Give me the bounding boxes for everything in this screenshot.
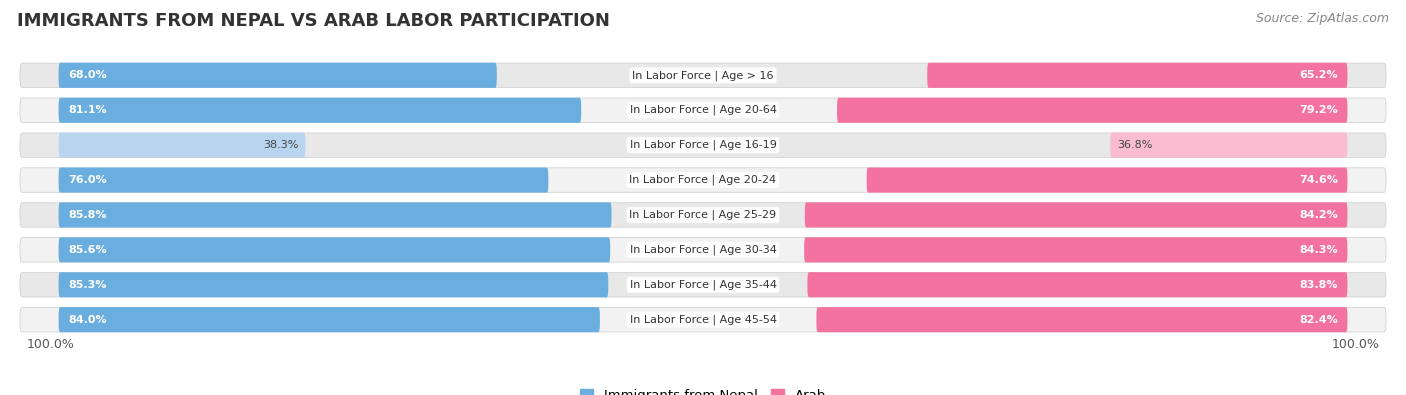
Text: In Labor Force | Age 16-19: In Labor Force | Age 16-19 bbox=[630, 140, 776, 150]
FancyBboxPatch shape bbox=[59, 63, 496, 88]
FancyBboxPatch shape bbox=[20, 238, 1386, 262]
FancyBboxPatch shape bbox=[837, 98, 1347, 123]
Text: 38.3%: 38.3% bbox=[263, 140, 299, 150]
Text: 85.3%: 85.3% bbox=[69, 280, 107, 290]
Text: 85.8%: 85.8% bbox=[69, 210, 107, 220]
Text: 76.0%: 76.0% bbox=[69, 175, 107, 185]
Text: In Labor Force | Age 35-44: In Labor Force | Age 35-44 bbox=[630, 280, 776, 290]
Text: 84.0%: 84.0% bbox=[69, 315, 107, 325]
Text: 68.0%: 68.0% bbox=[69, 70, 107, 80]
Text: 79.2%: 79.2% bbox=[1299, 105, 1337, 115]
FancyBboxPatch shape bbox=[59, 202, 612, 228]
Text: In Labor Force | Age > 16: In Labor Force | Age > 16 bbox=[633, 70, 773, 81]
FancyBboxPatch shape bbox=[59, 272, 609, 297]
FancyBboxPatch shape bbox=[20, 133, 1386, 157]
Text: In Labor Force | Age 25-29: In Labor Force | Age 25-29 bbox=[630, 210, 776, 220]
Text: In Labor Force | Age 20-24: In Labor Force | Age 20-24 bbox=[630, 175, 776, 185]
Text: 65.2%: 65.2% bbox=[1299, 70, 1337, 80]
FancyBboxPatch shape bbox=[804, 202, 1347, 228]
Text: 84.3%: 84.3% bbox=[1299, 245, 1337, 255]
Text: Source: ZipAtlas.com: Source: ZipAtlas.com bbox=[1256, 12, 1389, 25]
Text: 83.8%: 83.8% bbox=[1299, 280, 1337, 290]
Text: 74.6%: 74.6% bbox=[1299, 175, 1337, 185]
FancyBboxPatch shape bbox=[20, 98, 1386, 122]
Text: 82.4%: 82.4% bbox=[1299, 315, 1337, 325]
Text: 100.0%: 100.0% bbox=[1331, 338, 1379, 351]
FancyBboxPatch shape bbox=[20, 273, 1386, 297]
FancyBboxPatch shape bbox=[866, 167, 1347, 193]
Text: 100.0%: 100.0% bbox=[27, 338, 75, 351]
Text: In Labor Force | Age 45-54: In Labor Force | Age 45-54 bbox=[630, 314, 776, 325]
Text: 85.6%: 85.6% bbox=[69, 245, 107, 255]
FancyBboxPatch shape bbox=[59, 307, 600, 332]
Legend: Immigrants from Nepal, Arab: Immigrants from Nepal, Arab bbox=[575, 384, 831, 395]
FancyBboxPatch shape bbox=[1111, 133, 1347, 158]
Text: In Labor Force | Age 30-34: In Labor Force | Age 30-34 bbox=[630, 245, 776, 255]
FancyBboxPatch shape bbox=[20, 63, 1386, 88]
FancyBboxPatch shape bbox=[20, 203, 1386, 227]
Text: 81.1%: 81.1% bbox=[69, 105, 107, 115]
FancyBboxPatch shape bbox=[928, 63, 1347, 88]
Text: IMMIGRANTS FROM NEPAL VS ARAB LABOR PARTICIPATION: IMMIGRANTS FROM NEPAL VS ARAB LABOR PART… bbox=[17, 12, 610, 30]
FancyBboxPatch shape bbox=[59, 98, 581, 123]
FancyBboxPatch shape bbox=[20, 307, 1386, 332]
FancyBboxPatch shape bbox=[59, 133, 305, 158]
FancyBboxPatch shape bbox=[804, 237, 1347, 262]
Text: In Labor Force | Age 20-64: In Labor Force | Age 20-64 bbox=[630, 105, 776, 115]
FancyBboxPatch shape bbox=[817, 307, 1347, 332]
Text: 84.2%: 84.2% bbox=[1299, 210, 1337, 220]
Text: 36.8%: 36.8% bbox=[1116, 140, 1152, 150]
FancyBboxPatch shape bbox=[807, 272, 1347, 297]
FancyBboxPatch shape bbox=[59, 237, 610, 262]
FancyBboxPatch shape bbox=[20, 168, 1386, 192]
FancyBboxPatch shape bbox=[59, 167, 548, 193]
